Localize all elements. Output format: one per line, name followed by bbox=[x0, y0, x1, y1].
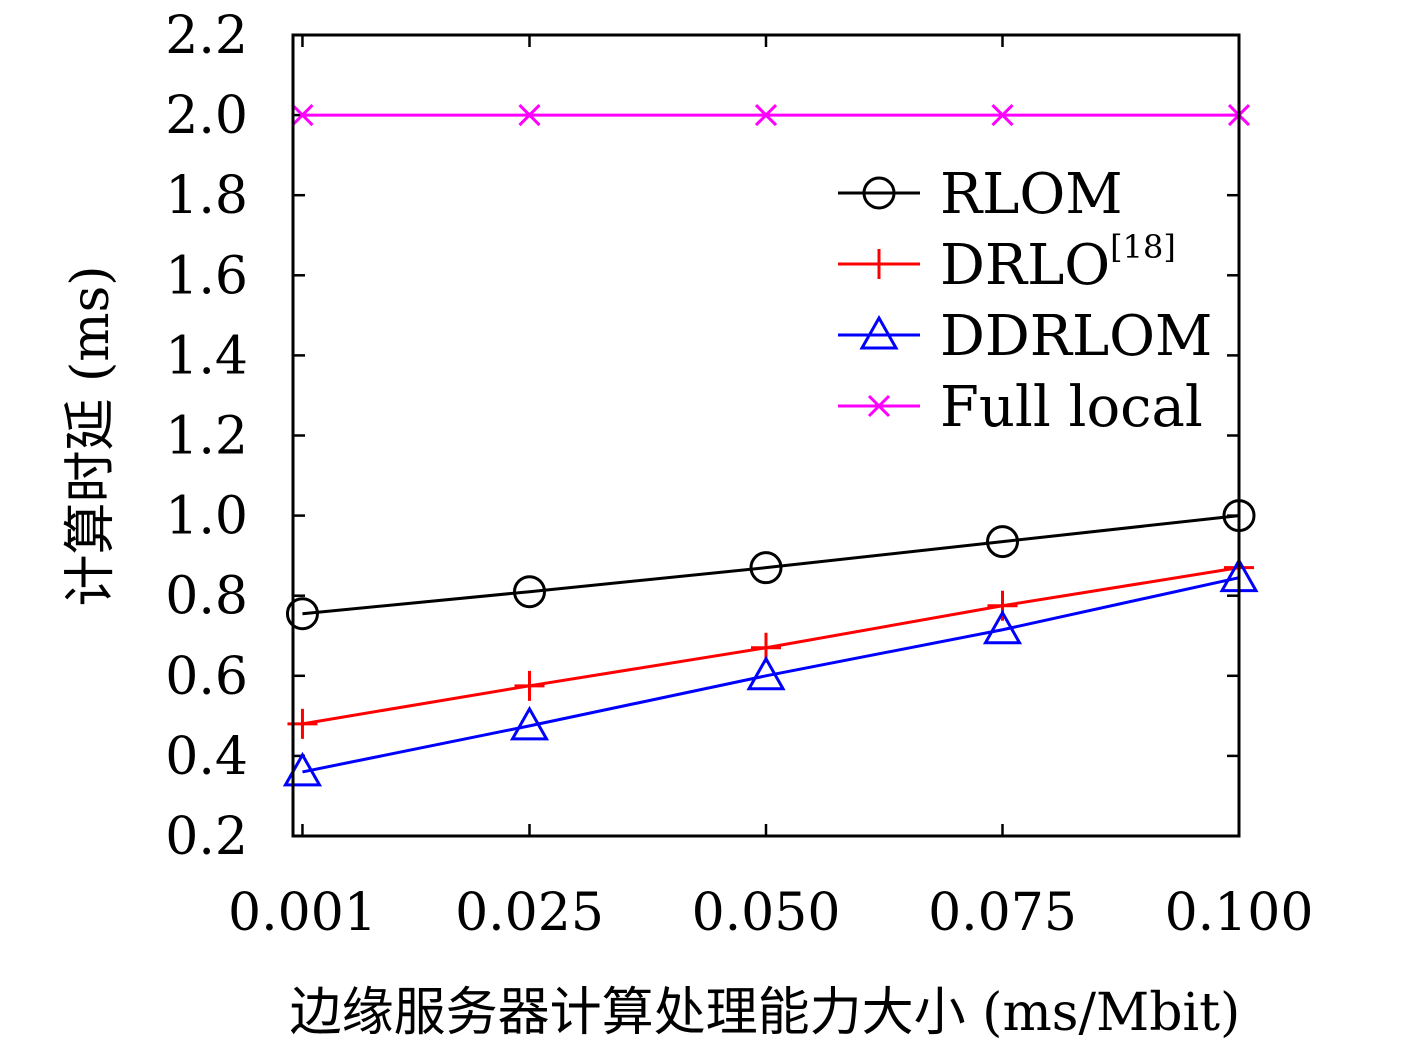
legend-label: Full local bbox=[940, 375, 1203, 440]
data-point bbox=[746, 655, 786, 691]
legend-label: RLOM bbox=[940, 162, 1123, 227]
data-point bbox=[749, 551, 783, 585]
legend-item-2: DDRLOM bbox=[838, 304, 1212, 369]
x-tick-label: 0.001 bbox=[228, 883, 377, 943]
data-point bbox=[509, 705, 550, 741]
y-tick-label: 0.8 bbox=[165, 567, 248, 627]
legend-item-3: Full local bbox=[838, 375, 1203, 440]
legend-label: DRLO[18] bbox=[940, 228, 1176, 298]
data-point bbox=[285, 597, 319, 631]
legend-label: DDRLOM bbox=[940, 304, 1212, 369]
axis-ticks bbox=[293, 33, 1241, 838]
data-point bbox=[513, 575, 546, 609]
data-point bbox=[986, 525, 1019, 559]
legend-marker bbox=[864, 249, 894, 279]
legend-label-sup: [18] bbox=[1110, 228, 1176, 266]
data-point bbox=[518, 104, 541, 127]
data-point bbox=[754, 104, 778, 127]
legend-item-0: RLOM bbox=[838, 162, 1123, 227]
legend-marker bbox=[867, 394, 891, 418]
data-point bbox=[991, 104, 1014, 127]
series-0 bbox=[285, 499, 1256, 631]
y-tick-label: 1.4 bbox=[165, 326, 248, 386]
series-layer bbox=[282, 104, 1259, 787]
y-tick-label: 0.4 bbox=[165, 727, 248, 787]
y-tick-label: 2.0 bbox=[165, 86, 248, 146]
y-tick-label: 1.6 bbox=[165, 246, 248, 306]
y-tick-label: 1.2 bbox=[165, 407, 248, 467]
series-line bbox=[302, 566, 1240, 726]
data-point bbox=[987, 590, 1018, 621]
x-axis-label: 边缘服务器计算处理能力大小 (ms/Mbit) bbox=[290, 983, 1241, 1043]
y-axis-label: 计算时延 (ms) bbox=[61, 265, 121, 606]
data-point bbox=[982, 609, 1023, 645]
plot-frame bbox=[291, 33, 1241, 838]
data-point bbox=[291, 104, 314, 127]
legend-marker bbox=[862, 176, 896, 210]
series-line bbox=[302, 576, 1240, 774]
x-tick-label: 0.050 bbox=[692, 883, 841, 943]
series-line bbox=[302, 514, 1240, 616]
legend-marker bbox=[859, 314, 899, 350]
tick-labels: 0.2 0.4 0.6 0.8 1.0 1.2 1.4 1.6 1.8 2.0 2.2 0.001 0.… bbox=[165, 6, 1313, 943]
x-tick-label: 0.100 bbox=[1165, 883, 1314, 943]
x-tick-label: 0.025 bbox=[455, 883, 604, 943]
data-point bbox=[514, 670, 545, 701]
y-tick-label: 2.2 bbox=[165, 6, 248, 66]
legend-item-1: DRLO[18] bbox=[838, 228, 1176, 298]
series-3 bbox=[291, 104, 1251, 127]
y-tick-label: 0.6 bbox=[165, 647, 248, 707]
series-2 bbox=[282, 557, 1259, 787]
x-tick-label: 0.075 bbox=[928, 883, 1077, 943]
y-tick-label: 0.2 bbox=[165, 807, 248, 867]
y-tick-label: 1.8 bbox=[165, 166, 248, 226]
y-tick-label: 1.0 bbox=[165, 487, 248, 547]
